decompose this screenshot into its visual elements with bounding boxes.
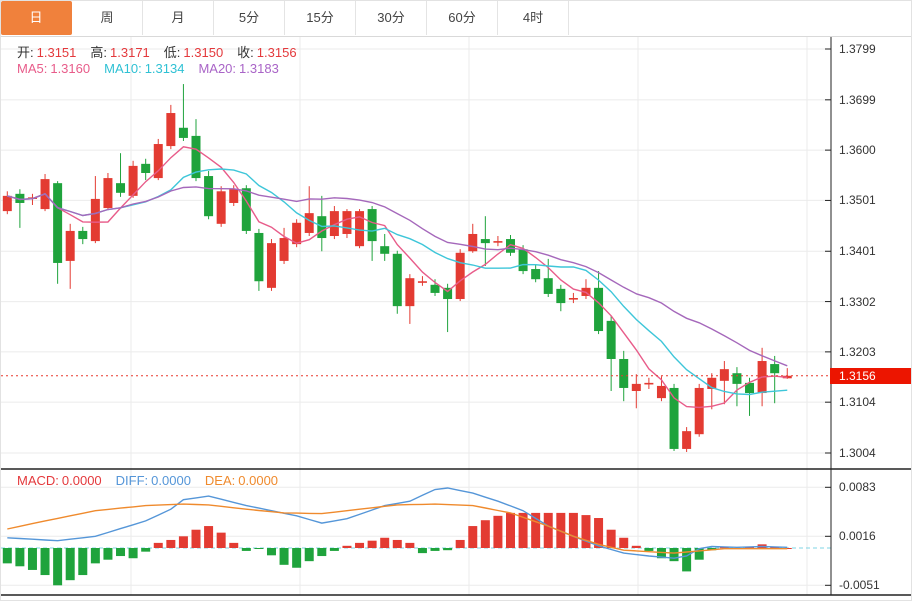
tab-0[interactable]: 日 <box>1 1 72 35</box>
price-axis-tick: 1.3004 <box>839 446 876 460</box>
low-value: 1.3150 <box>183 45 224 60</box>
diff-label: DIFF: <box>115 473 149 488</box>
ma5-label: MA5: <box>17 61 48 76</box>
tab-5[interactable]: 30分 <box>356 1 427 35</box>
tab-3[interactable]: 5分 <box>214 1 285 35</box>
price-axis-tick: 1.3501 <box>839 193 876 208</box>
price-axis-tick: 1.3600 <box>839 143 876 158</box>
open-label: 开: <box>17 45 34 60</box>
price-axis-tick: 1.3799 <box>839 42 876 56</box>
current-price-tag: 1.3156 <box>830 368 911 384</box>
ma10-value: 1.3134 <box>144 61 185 76</box>
price-axis-tick: 1.3203 <box>839 344 876 359</box>
timeframe-tabbar: 日周月 5分 15分 30分 60分 4时 <box>1 1 911 37</box>
price-axis-tick: 1.3699 <box>839 92 876 107</box>
tab-1[interactable]: 周 <box>72 1 143 35</box>
high-value: 1.3171 <box>110 45 150 60</box>
ohlc-legend: 开: 1.3151 高: 1.3171 低: 1.3150 收: 1.3156 <box>17 42 300 61</box>
ma-legend: MA5: 1.3160 MA10: 1.3134 MA20: 1.3183 <box>17 61 282 76</box>
ma5-value: 1.3160 <box>50 61 91 76</box>
price-axis-tick: 1.3104 <box>839 395 876 410</box>
price-axis-tick: 1.3401 <box>839 244 876 259</box>
macd-legend: MACD: 0.0000 DIFF: 0.0000 DEA: 0.0000 <box>17 473 281 488</box>
macd-axis-tick: 0.0016 <box>839 529 876 544</box>
ma20-value: 1.3183 <box>239 61 279 76</box>
low-label: 低: <box>163 45 181 60</box>
macd-axis-tick: -0.0051 <box>839 578 880 593</box>
macd-axis-tick: 0.0083 <box>839 480 876 495</box>
tab-6[interactable]: 60分 <box>427 1 498 35</box>
close-value: 1.3156 <box>256 45 297 60</box>
dea-value: 0.0000 <box>238 473 279 488</box>
tab-7[interactable]: 4时 <box>498 1 569 35</box>
tab-4[interactable]: 15分 <box>285 1 356 35</box>
tab-2[interactable]: 月 <box>143 1 214 35</box>
high-label: 高: <box>90 45 108 60</box>
ma10-label: MA10: <box>104 61 142 76</box>
dea-label: DEA: <box>204 473 236 488</box>
close-label: 收: <box>237 45 254 60</box>
open-value: 1.3151 <box>36 45 77 60</box>
price-axis-tick: 1.3302 <box>839 294 876 309</box>
diff-value: 0.0000 <box>151 473 191 488</box>
ma20-label: MA20: <box>198 61 237 76</box>
macd-label: MACD: <box>17 473 59 488</box>
macd-value: 0.0000 <box>61 473 102 488</box>
